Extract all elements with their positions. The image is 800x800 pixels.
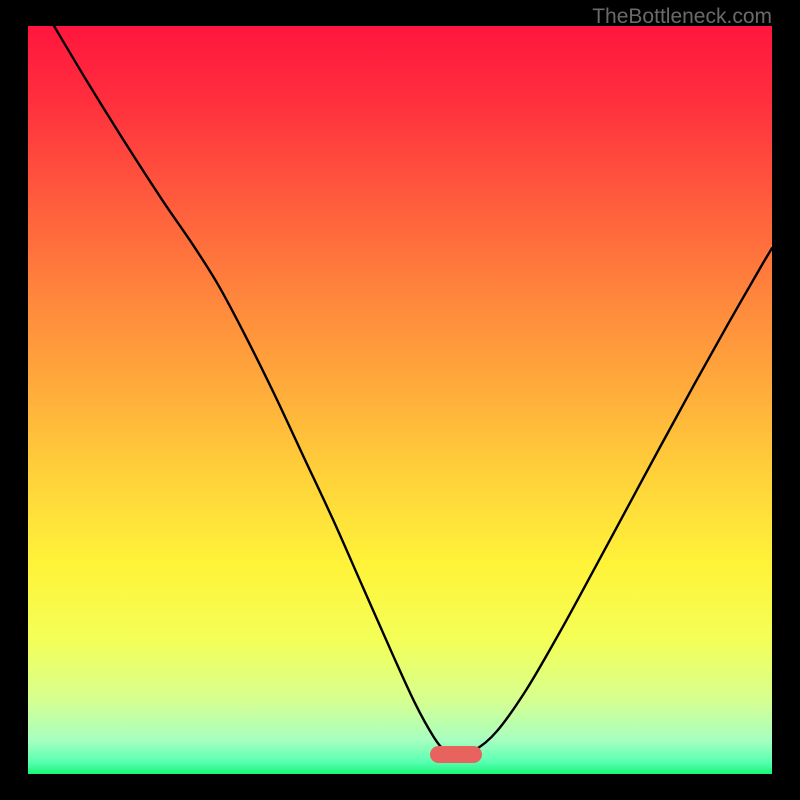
bottleneck-curve: [28, 26, 772, 774]
minimum-marker: [430, 746, 482, 763]
watermark-text: TheBottleneck.com: [592, 5, 772, 29]
plot-area: [28, 26, 772, 774]
chart-container: TheBottleneck.com: [0, 0, 800, 800]
curve-path: [54, 26, 772, 753]
